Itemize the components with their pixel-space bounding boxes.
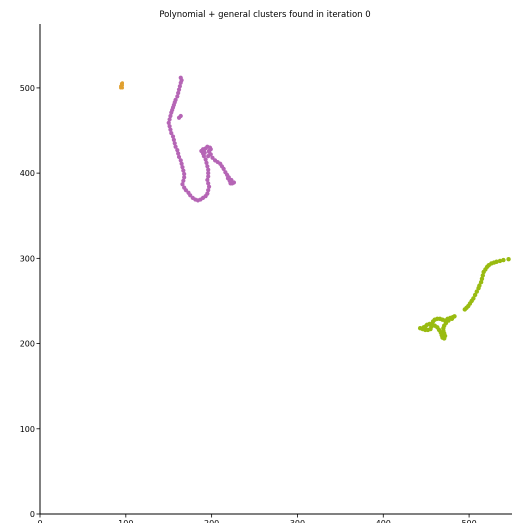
data-point (206, 188, 211, 193)
data-point (494, 259, 499, 264)
data-point (178, 158, 183, 163)
data-point (205, 191, 210, 196)
axes (39, 24, 512, 515)
data-point (203, 157, 208, 162)
cluster-series-3 (417, 257, 511, 341)
data-point (480, 273, 486, 278)
data-point (231, 180, 237, 185)
y-tick-label: 0 (30, 510, 35, 519)
data-point (178, 80, 183, 85)
data-point (208, 147, 213, 152)
x-tick-label: 0 (37, 519, 42, 523)
y-tick-label: 300 (20, 254, 35, 263)
cluster-series-1 (119, 81, 124, 90)
data-point (221, 166, 226, 171)
data-point (172, 141, 177, 146)
x-tick-label: 300 (290, 519, 305, 523)
data-point (206, 171, 211, 176)
data-point (206, 184, 212, 189)
data-point (178, 113, 183, 119)
x-tick-label: 200 (204, 519, 219, 523)
chart-title: Polynomial + general clusters found in i… (159, 10, 370, 20)
data-point (226, 175, 231, 180)
data-point (206, 174, 211, 179)
data-point (176, 154, 182, 160)
data-point (171, 137, 176, 142)
data-point (168, 127, 173, 132)
x-axis-ticks: 0 100 200 300 400 500 (37, 514, 477, 523)
data-point (497, 258, 503, 264)
data-point (206, 153, 211, 159)
y-tick-label: 100 (20, 425, 35, 434)
data-point (176, 151, 181, 156)
data-point (471, 296, 476, 301)
data-point (176, 87, 182, 92)
data-point (479, 276, 485, 281)
data-point (181, 168, 186, 173)
data-point (449, 316, 455, 322)
data-point (169, 130, 174, 136)
data-point (182, 175, 187, 180)
x-tick-label: 100 (118, 519, 133, 523)
data-point (202, 150, 207, 155)
y-tick-label: 200 (20, 340, 35, 349)
data-point (199, 148, 204, 154)
data-points (119, 75, 511, 341)
data-point (472, 292, 478, 298)
data-point (421, 325, 426, 330)
data-point (501, 257, 506, 263)
data-point (180, 182, 185, 187)
data-point (206, 167, 211, 172)
data-point (182, 171, 187, 177)
data-point (477, 283, 482, 288)
data-point (179, 161, 184, 166)
data-point (175, 148, 180, 153)
y-tick-label: 400 (20, 169, 35, 178)
data-point (205, 177, 210, 183)
data-point (120, 86, 124, 90)
y-axis-ticks: 0 100 200 300 400 500 (20, 84, 40, 519)
data-point (120, 82, 124, 86)
data-point (188, 193, 193, 198)
data-point (183, 188, 188, 193)
data-point (206, 181, 211, 186)
data-point (168, 113, 173, 119)
data-point (167, 117, 172, 122)
data-point (180, 165, 185, 170)
data-point (210, 155, 215, 160)
data-point (474, 289, 480, 294)
data-point (166, 120, 171, 125)
data-point (205, 164, 210, 169)
data-point (177, 84, 182, 89)
data-point (204, 160, 209, 165)
data-point (478, 280, 484, 285)
x-tick-label: 400 (376, 519, 391, 523)
data-point (229, 177, 234, 183)
data-point (506, 257, 511, 262)
x-tick-label: 500 (461, 519, 476, 523)
data-point (181, 178, 186, 183)
data-point (170, 134, 176, 139)
data-point (169, 110, 174, 115)
data-point (167, 124, 172, 129)
y-tick-label: 500 (20, 84, 35, 93)
data-point (175, 94, 180, 99)
data-point (173, 144, 178, 149)
data-point (176, 90, 181, 96)
cluster-series-2 (166, 75, 237, 203)
